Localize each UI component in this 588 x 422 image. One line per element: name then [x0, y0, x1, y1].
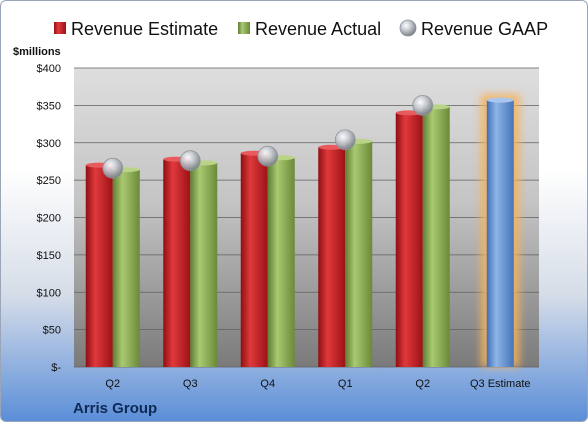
y-tick-label: $250	[37, 175, 61, 187]
y-tick-label: $400	[37, 63, 61, 75]
company-name: Arris Group	[73, 400, 157, 417]
bar-revenue-actual	[267, 157, 295, 367]
y-axis-unit-label: $millions	[13, 46, 61, 58]
y-tick-label: $300	[37, 138, 61, 150]
grid-lines	[74, 67, 539, 368]
bar-revenue-estimate	[163, 159, 191, 367]
bars	[85, 97, 514, 368]
y-tick-label: $150	[37, 250, 61, 262]
x-tick-label: Q4	[260, 378, 275, 390]
legend-swatch-estimate	[54, 22, 66, 34]
x-tick-label: Q3	[183, 378, 198, 390]
gaap-marker	[412, 94, 434, 116]
bar-revenue-estimate	[318, 147, 346, 367]
legend-swatch-gaap	[399, 19, 417, 37]
gaap-marker	[179, 150, 201, 172]
x-tick-label: Q1	[338, 378, 353, 390]
x-tick-label: Q3 Estimate	[470, 378, 531, 390]
x-axis-ticks: Q2 Q3 Q4 Q1 Q2 Q3 Estimate	[105, 378, 530, 390]
y-tick-label: $350	[37, 100, 61, 112]
y-axis-ticks: $- $50 $100 $150 $200 $250 $300 $350 $400	[37, 63, 62, 374]
bar-revenue-actual	[422, 106, 450, 368]
bar-revenue-actual	[112, 169, 140, 367]
bar-revenue-estimate	[240, 153, 268, 367]
bar-q3-estimate	[486, 100, 514, 367]
y-tick-label: $50	[43, 325, 61, 337]
gaap-marker	[334, 129, 356, 151]
legend-label-estimate: Revenue Estimate	[71, 19, 218, 39]
x-tick-label: Q2	[415, 378, 430, 390]
y-tick-label: $-	[51, 362, 61, 374]
bar-revenue-estimate	[395, 112, 423, 367]
legend: Revenue Estimate Revenue Actual Revenue …	[54, 19, 548, 39]
gaap-marker	[257, 145, 279, 167]
bar-revenue-actual	[190, 162, 218, 367]
bar-revenue-actual	[345, 141, 373, 367]
bar-revenue-estimate	[85, 165, 113, 367]
y-tick-label: $200	[37, 213, 61, 225]
gaap-marker	[102, 157, 124, 179]
y-tick-label: $100	[37, 287, 61, 299]
legend-label-gaap: Revenue GAAP	[421, 19, 548, 39]
bar-q3-estimate-top	[486, 97, 514, 103]
gaap-markers	[102, 94, 434, 179]
legend-swatch-actual	[238, 22, 250, 34]
legend-label-actual: Revenue Actual	[255, 19, 381, 39]
x-tick-label: Q2	[105, 378, 120, 390]
